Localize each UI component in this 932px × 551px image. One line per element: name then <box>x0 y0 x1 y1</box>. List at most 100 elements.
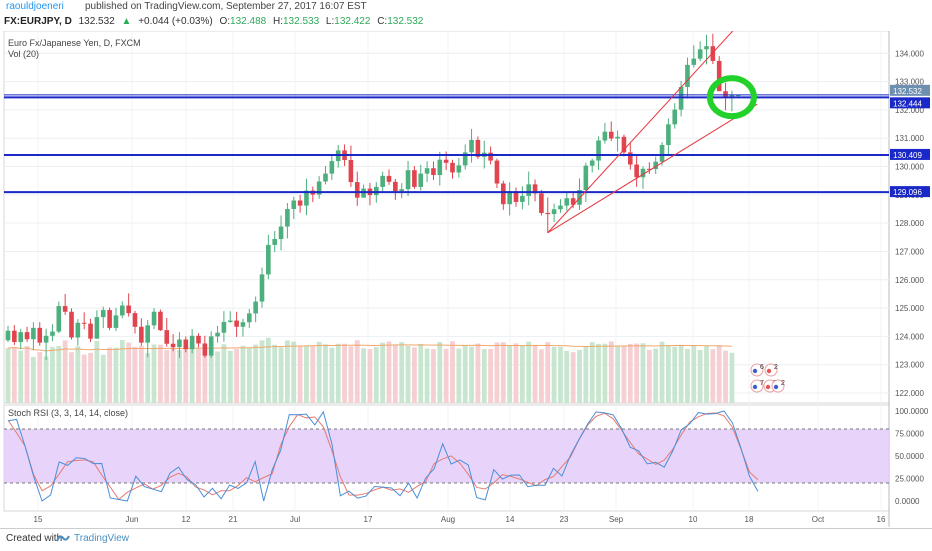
volume-bar <box>221 344 227 403</box>
candle-body <box>215 332 220 337</box>
time-tick-label: 16 <box>877 515 886 524</box>
volume-bar <box>240 345 246 403</box>
candle-body <box>132 313 138 327</box>
candle-body <box>81 322 87 324</box>
volume-bar <box>583 346 589 403</box>
price-tick-label: 124.000 <box>895 332 924 341</box>
candle-body <box>291 200 297 209</box>
volume-bar <box>672 346 678 403</box>
volume-bar <box>285 340 290 403</box>
candle-body <box>621 136 627 153</box>
volume-bar <box>107 347 112 403</box>
price-tag-label: 132.532 <box>893 87 922 96</box>
volume-bar <box>494 342 500 403</box>
volume-bar <box>564 350 570 403</box>
volume-bar <box>500 342 506 403</box>
volume-bar <box>329 347 335 403</box>
volume-bar <box>291 341 297 403</box>
volume-bar <box>189 340 195 403</box>
candle-body <box>570 198 576 205</box>
candle-body <box>672 109 678 125</box>
candle-body <box>278 226 284 239</box>
candle-body <box>151 311 157 326</box>
volume-bar <box>615 346 620 403</box>
candle-body <box>234 320 239 327</box>
idea-marker-count: 2 <box>781 380 785 387</box>
price-tick-label: 127.000 <box>895 247 924 256</box>
channel-upper-line[interactable] <box>547 31 739 234</box>
volume-bar <box>608 341 614 403</box>
price-tag <box>890 186 930 198</box>
candle-body <box>374 186 379 196</box>
chart-area[interactable]: 135.000134.000133.000132.000131.000130.0… <box>0 31 932 527</box>
price-tick-label: 132.000 <box>895 106 924 115</box>
volume-bar <box>348 346 354 403</box>
author-link[interactable]: raouldjoeneri <box>6 1 64 12</box>
candle-body <box>545 212 551 215</box>
candle-body <box>100 310 106 318</box>
volume-bar <box>646 349 652 403</box>
candle-body <box>240 322 246 327</box>
candle-body <box>12 330 17 343</box>
candle-body <box>405 170 411 190</box>
volume-bar <box>310 345 316 403</box>
volume-bar <box>697 349 703 403</box>
channel-lower-line[interactable] <box>547 103 758 234</box>
volume-bar <box>373 347 379 403</box>
candle-body <box>647 168 652 170</box>
candle-body <box>75 322 81 338</box>
candle-body <box>589 160 595 166</box>
volume-bar <box>729 352 735 403</box>
candle-body <box>469 139 474 153</box>
highlight-circle[interactable] <box>706 75 757 120</box>
volume-bar <box>399 342 405 403</box>
low-value: 132.422 <box>334 16 371 27</box>
idea-marker-count: 7 <box>760 380 764 387</box>
price-tick-label: 123.000 <box>895 361 924 370</box>
candle-body <box>494 160 500 184</box>
candle-body <box>120 305 125 316</box>
volume-bar <box>405 345 411 403</box>
time-tick-label: Aug <box>441 515 455 524</box>
price-tag-label: 129.096 <box>893 188 922 197</box>
time-tick-label: Sep <box>609 515 624 524</box>
candle-body <box>113 315 119 328</box>
volume-bar <box>634 343 640 403</box>
candle-body <box>266 244 271 275</box>
candle-body <box>202 343 208 356</box>
candle-body <box>628 152 633 165</box>
volume-bar <box>138 345 144 403</box>
volume-bar <box>392 344 398 403</box>
idea-marker[interactable]: 7 <box>750 379 764 393</box>
idea-marker[interactable]: 2 <box>771 379 785 393</box>
volume-bar <box>170 347 176 403</box>
volume-bar <box>462 345 468 403</box>
symbol-label[interactable]: FX:EURJPY, D <box>4 16 72 27</box>
idea-marker[interactable]: 2 <box>764 363 778 377</box>
volume-bar <box>653 348 659 403</box>
volume-bar <box>558 346 563 403</box>
candle-body <box>94 317 100 339</box>
idea-marker[interactable]: 6 <box>750 363 764 377</box>
idea-avatar-icon <box>764 363 778 377</box>
stoch-tick-label: 75.0000 <box>895 430 924 439</box>
volume-bar <box>246 348 252 403</box>
volume-ma-line <box>7 344 732 352</box>
volume-bar <box>62 340 68 403</box>
candle-body <box>558 205 563 210</box>
time-tick-label: Jun <box>126 515 139 524</box>
candle-body <box>539 193 544 213</box>
candle-body <box>24 332 30 340</box>
close-value: 132.532 <box>387 16 424 27</box>
volume-bar <box>710 349 716 403</box>
candle-body <box>634 164 639 178</box>
main-pane-bg <box>3 31 890 404</box>
tradingview-brand[interactable]: TradingView <box>74 533 130 544</box>
volume-bar <box>450 341 455 403</box>
price-tag-label: 132.444 <box>893 99 922 108</box>
price-tick-label: 133.000 <box>895 78 924 87</box>
volume-bar <box>183 348 189 403</box>
volume-bar <box>227 350 233 403</box>
price-tag <box>890 84 930 96</box>
price-tick-label: 126.000 <box>895 276 924 285</box>
